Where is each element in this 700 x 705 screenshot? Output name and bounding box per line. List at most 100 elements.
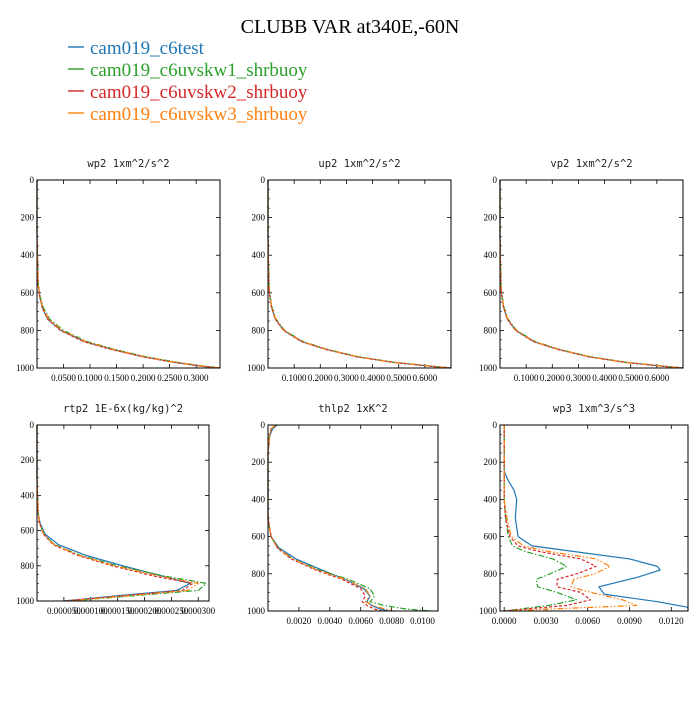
ytick-label: 600 bbox=[252, 532, 266, 542]
xtick-label: 0.1000 bbox=[514, 373, 539, 383]
panel-title-1: up2 1xm^2/s^2 bbox=[318, 158, 400, 170]
series-line-3 bbox=[267, 424, 395, 612]
series-line-2 bbox=[36, 425, 194, 602]
ytick-label: 600 bbox=[484, 532, 498, 542]
xtick-label: 0.0120 bbox=[659, 616, 684, 626]
xtick-label: 0.6000 bbox=[644, 373, 669, 383]
ytick-label: 1000 bbox=[479, 363, 498, 373]
panel-title-3: rtp2 1E-6x(kg/kg)^2 bbox=[63, 403, 183, 415]
ytick-label: 0 bbox=[261, 175, 266, 185]
ytick-label: 800 bbox=[21, 561, 35, 571]
series-line-0 bbox=[267, 180, 452, 369]
xtick-label: 0.2000 bbox=[540, 373, 565, 383]
series-line-0 bbox=[36, 180, 221, 369]
xtick-label: 0.0500 bbox=[51, 373, 76, 383]
series-line-1 bbox=[503, 425, 578, 612]
xtick-label: 0.000100 bbox=[74, 606, 108, 616]
ytick-label: 400 bbox=[252, 494, 266, 504]
ytick-label: 800 bbox=[484, 569, 498, 579]
ytick-label: 200 bbox=[252, 457, 266, 467]
xtick-label: 0.4000 bbox=[592, 373, 617, 383]
xtick-label: 0.3000 bbox=[184, 373, 209, 383]
xtick-label: 0.0080 bbox=[379, 616, 404, 626]
series-line-1 bbox=[267, 180, 452, 369]
xtick-label: 0.000250 bbox=[155, 606, 189, 616]
panel-2: vp2 1xm^2/s^2 0 200 400 600 800 1000 0.1000 0.20… bbox=[479, 158, 684, 383]
panel-1: up2 1xm^2/s^2 0 200 400 600 800 1000 0.1000 0.20… bbox=[247, 158, 452, 383]
ytick-label: 800 bbox=[21, 325, 35, 335]
ytick-label: 200 bbox=[252, 213, 266, 223]
ytick-label: 800 bbox=[252, 325, 266, 335]
series-line-2 bbox=[499, 180, 684, 369]
panel-title-0: wp2 1xm^2/s^2 bbox=[87, 158, 169, 170]
xtick-label: 0.5000 bbox=[618, 373, 643, 383]
series-line-0 bbox=[499, 180, 684, 369]
xtick-label: 0.0040 bbox=[317, 616, 342, 626]
xtick-label: 0.5000 bbox=[386, 373, 411, 383]
ytick-label: 1000 bbox=[247, 363, 266, 373]
ytick-label: 600 bbox=[484, 288, 498, 298]
ytick-label: 1000 bbox=[247, 606, 266, 616]
xtick-label: 0.0000 bbox=[492, 616, 517, 626]
ytick-label: 600 bbox=[21, 526, 35, 536]
legend-label-2: cam019_c6uvskw2_shrbuoy bbox=[90, 82, 308, 103]
series-line-3 bbox=[267, 180, 452, 369]
panel-frame bbox=[267, 424, 439, 612]
ytick-label: 200 bbox=[484, 213, 498, 223]
xtick-label: 0.000150 bbox=[101, 606, 135, 616]
xtick-label: 0.0100 bbox=[410, 616, 435, 626]
xtick-label: 0.2500 bbox=[157, 373, 182, 383]
ytick-label: 1000 bbox=[479, 606, 498, 616]
xtick-label: 0.4000 bbox=[360, 373, 385, 383]
ytick-label: 400 bbox=[484, 494, 498, 504]
ytick-label: 0 bbox=[30, 420, 35, 430]
xtick-label: 0.2000 bbox=[308, 373, 333, 383]
figure-title: CLUBB VAR at340E,-60N bbox=[241, 16, 460, 38]
xtick-label: 0.1000 bbox=[78, 373, 103, 383]
ytick-label: 0 bbox=[30, 175, 35, 185]
series-line-1 bbox=[267, 424, 431, 612]
ytick-label: 0 bbox=[493, 175, 498, 185]
series-line-3 bbox=[499, 180, 684, 369]
xtick-label: 0.1500 bbox=[104, 373, 129, 383]
xtick-label: 0.0090 bbox=[617, 616, 642, 626]
legend-label-1: cam019_c6uvskw1_shrbuoy bbox=[90, 60, 308, 81]
ytick-label: 1000 bbox=[16, 363, 35, 373]
xtick-label: 0.3000 bbox=[566, 373, 591, 383]
panel-title-2: vp2 1xm^2/s^2 bbox=[550, 158, 632, 170]
panel-title-4: thlp2 1xK^2 bbox=[318, 403, 388, 415]
xtick-label: 0.6000 bbox=[412, 373, 437, 383]
ytick-label: 400 bbox=[252, 250, 266, 260]
ytick-label: 200 bbox=[484, 457, 498, 467]
ytick-label: 600 bbox=[252, 288, 266, 298]
xtick-label: 0.0030 bbox=[534, 616, 559, 626]
xtick-label: 0.1000 bbox=[282, 373, 307, 383]
xtick-label: 0.0060 bbox=[575, 616, 600, 626]
series-line-2 bbox=[503, 425, 597, 612]
xtick-label: 0.000200 bbox=[128, 606, 162, 616]
series-line-2 bbox=[36, 180, 221, 369]
series-line-3 bbox=[503, 425, 638, 612]
panel-title-5: wp3 1xm^3/s^3 bbox=[553, 403, 635, 415]
series-line-3 bbox=[36, 425, 199, 602]
ytick-label: 0 bbox=[261, 420, 266, 430]
xtick-label: 0.000050 bbox=[47, 606, 81, 616]
ytick-label: 400 bbox=[484, 250, 498, 260]
xtick-label: 0.3000 bbox=[334, 373, 359, 383]
ytick-label: 0 bbox=[493, 420, 498, 430]
series-line-0 bbox=[503, 425, 689, 611]
ytick-label: 400 bbox=[21, 250, 35, 260]
legend-label-0: cam019_c6test bbox=[90, 38, 205, 59]
ytick-label: 800 bbox=[484, 325, 498, 335]
panel-frame bbox=[499, 424, 689, 612]
legend-label-3: cam019_c6uvskw3_shrbuoy bbox=[90, 104, 308, 125]
ytick-label: 800 bbox=[252, 569, 266, 579]
panel-frame bbox=[499, 179, 684, 369]
series-line-2 bbox=[267, 180, 452, 369]
panel-frame bbox=[36, 424, 210, 602]
series-line-3 bbox=[36, 180, 221, 369]
